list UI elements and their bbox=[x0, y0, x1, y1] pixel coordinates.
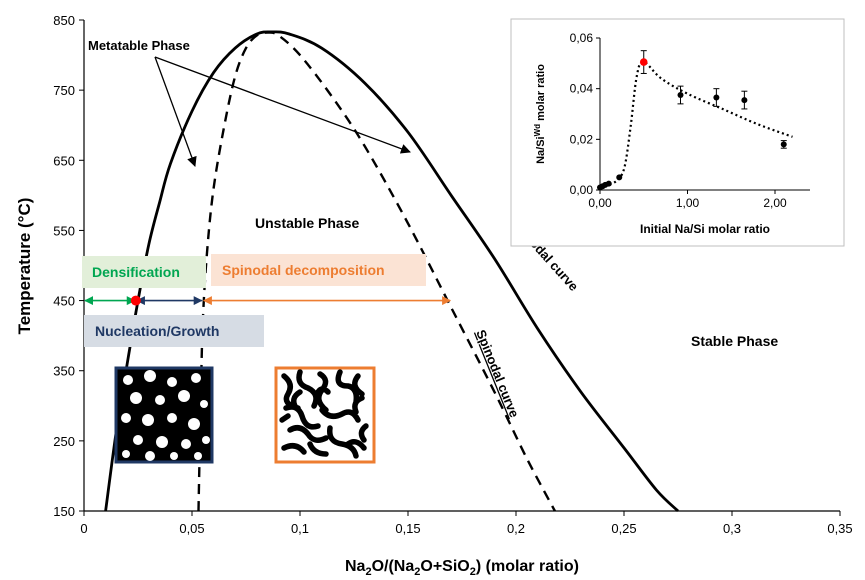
nucleation-particle bbox=[200, 400, 208, 408]
main-y-tick-label: 650 bbox=[53, 153, 75, 168]
inset-data-point bbox=[605, 180, 612, 187]
nucleation-particle bbox=[144, 370, 156, 382]
nucleation-particle bbox=[181, 439, 191, 449]
main-x-tick-label: 0,05 bbox=[179, 521, 204, 536]
main-x-tick-label: 0,15 bbox=[395, 521, 420, 536]
inset-x-tick-label: 1,00 bbox=[676, 196, 700, 210]
spinodal-decomposition-label: Spinodal decomposition bbox=[222, 262, 385, 278]
inset-x-ticks: 0,00 1,00 2,00 bbox=[588, 190, 787, 210]
main-x-tick-label: 0,3 bbox=[723, 521, 741, 536]
nucleation-particle bbox=[194, 452, 202, 460]
metastable-arrow-left bbox=[154, 56, 197, 167]
inset-frame bbox=[510, 18, 845, 247]
nucleation-microstructure-image bbox=[114, 366, 214, 464]
main-x-tick-label: 0,2 bbox=[507, 521, 525, 536]
spinodal-microstructure-image bbox=[274, 366, 376, 464]
spinodal-curve-label: Spinodal curve bbox=[473, 328, 522, 420]
main-x-ticks: 0 0,05 0,1 0,15 0,2 0,25 0,3 0,35 bbox=[80, 511, 853, 536]
inset-y-tick-label: 0,04 bbox=[570, 82, 594, 96]
nucleation-particle bbox=[133, 435, 143, 445]
inset-x-tick-label: 2,00 bbox=[763, 196, 787, 210]
inset-data-point bbox=[780, 141, 787, 148]
main-y-axis-title: Temperature (°C) bbox=[15, 198, 34, 335]
inset-chart: 0,00 1,00 2,00 0,00 0,02 0,04 0,06 Initial Na… bbox=[510, 18, 845, 247]
main-x-tick-label: 0,35 bbox=[827, 521, 852, 536]
metastable-phase-label: Metatable Phase bbox=[88, 38, 190, 53]
main-y-tick-label: 250 bbox=[53, 434, 75, 449]
inset-y-axis-title: Na/SiWd molar ratio bbox=[533, 64, 547, 164]
inset-x-axis-title: Initial Na/Si molar ratio bbox=[640, 222, 770, 236]
main-x-tick-label: 0,25 bbox=[611, 521, 636, 536]
unstable-phase-label: Unstable Phase bbox=[255, 215, 359, 231]
main-x-axis-title: Na2O/(Na2O+SiO2) (molar ratio) bbox=[345, 558, 579, 578]
nucleation-particle bbox=[156, 436, 168, 448]
nucleation-particle bbox=[170, 452, 178, 460]
densification-label: Densification bbox=[92, 264, 180, 280]
main-y-ticks: 150 250 350 450 550 650 750 850 bbox=[53, 13, 84, 519]
inset-data-point bbox=[713, 94, 720, 101]
main-y-tick-label: 450 bbox=[53, 294, 75, 309]
main-y-tick-label: 350 bbox=[53, 364, 75, 379]
nucleation-particle bbox=[130, 392, 142, 404]
nucleation-particle bbox=[188, 418, 200, 430]
spinodal-decomposition-label-bg bbox=[211, 254, 426, 286]
nucleation-particle bbox=[123, 375, 133, 385]
nucleation-particle bbox=[145, 451, 155, 461]
main-y-tick-label: 550 bbox=[53, 223, 75, 238]
inset-y-tick-label: 0,00 bbox=[570, 183, 594, 197]
nucleation-label: Nucleation/Growth bbox=[95, 323, 219, 339]
inset-highlight-point bbox=[639, 58, 648, 66]
nucleation-particle bbox=[178, 390, 190, 402]
inset-data-points bbox=[597, 50, 787, 191]
nucleation-particle bbox=[155, 395, 165, 405]
main-y-tick-label: 850 bbox=[53, 13, 75, 28]
metastable-arrow-right bbox=[154, 56, 411, 154]
nucleation-label-bg bbox=[84, 315, 264, 347]
inset-data-point bbox=[677, 92, 684, 98]
nucleation-particle bbox=[122, 450, 130, 458]
main-y-tick-label: 150 bbox=[53, 504, 75, 519]
inset-data-point bbox=[616, 174, 623, 181]
stable-phase-label: Stable Phase bbox=[691, 333, 778, 349]
inset-x-tick-label: 0,00 bbox=[588, 196, 612, 210]
inset-y-tick-label: 0,06 bbox=[570, 31, 594, 45]
nucleation-particle bbox=[142, 414, 154, 426]
inset-y-tick-label: 0,02 bbox=[570, 132, 594, 146]
densification-label-bg bbox=[82, 256, 206, 288]
main-x-tick-label: 0 bbox=[80, 521, 87, 536]
inset-data-point bbox=[741, 97, 748, 104]
nucleation-particle bbox=[167, 377, 177, 387]
inset-y-ticks: 0,00 0,02 0,04 0,06 bbox=[570, 31, 600, 197]
main-y-tick-label: 750 bbox=[53, 83, 75, 98]
nucleation-particle bbox=[121, 413, 131, 423]
nucleation-particle bbox=[202, 436, 210, 444]
nucleation-particle bbox=[191, 373, 201, 383]
main-x-tick-label: 0,1 bbox=[291, 521, 309, 536]
red-composition-point bbox=[130, 295, 141, 306]
nucleation-particle bbox=[167, 413, 177, 423]
